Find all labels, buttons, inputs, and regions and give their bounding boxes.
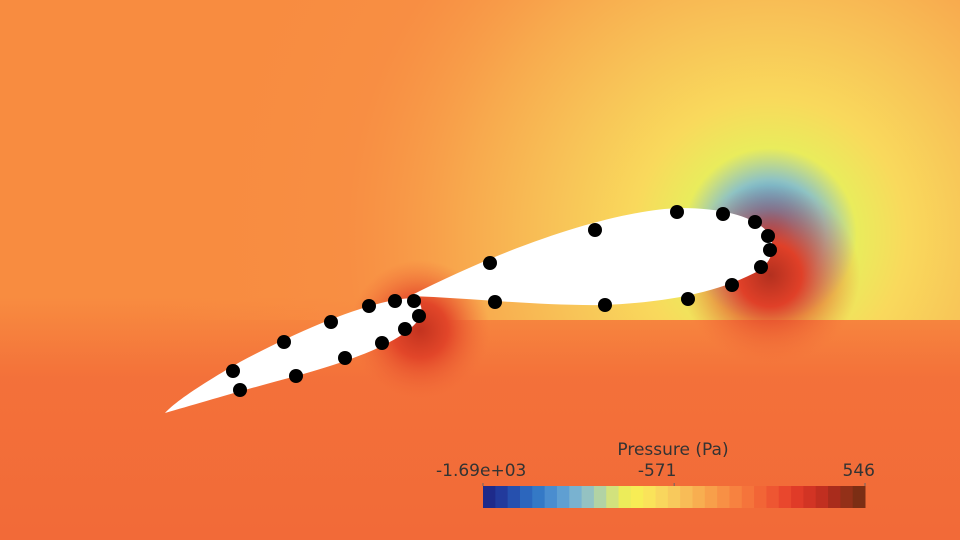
colorbar-segment <box>507 486 521 508</box>
colorbar-segment <box>680 486 693 508</box>
colorbar-segment <box>741 486 755 508</box>
colorbar-segment <box>630 486 644 508</box>
colorbar-segment <box>581 486 595 508</box>
flap <box>165 298 422 413</box>
colorbar-segment <box>815 486 829 508</box>
colorbar-segment <box>667 486 681 508</box>
main-airfoil <box>410 208 773 306</box>
colorbar-segment <box>840 486 854 508</box>
colorbar: Pressure (Pa) -1.69e+03 -571 546 <box>436 440 875 508</box>
colorbar-tick-label: -1.69e+03 <box>436 461 526 481</box>
colorbar-segment <box>606 486 620 508</box>
colorbar-segment <box>766 486 780 508</box>
probe-points <box>226 205 777 397</box>
colorbar-segment <box>717 486 730 508</box>
colorbar-segment <box>778 486 792 508</box>
colorbar-segment <box>593 486 607 508</box>
colorbar-segment <box>729 486 743 508</box>
colorbar-segment <box>495 486 509 508</box>
colorbar-segment <box>569 486 583 508</box>
colorbar-segment <box>791 486 804 508</box>
colorbar-segment <box>828 486 841 508</box>
colorbar-title: Pressure (Pa) <box>617 440 728 460</box>
colorbar-segment <box>519 486 533 508</box>
colorbar-segment <box>655 486 669 508</box>
colorbar-segment <box>643 486 657 508</box>
colorbar-segment <box>803 486 817 508</box>
colorbar-segment <box>692 486 706 508</box>
colorbar-segment <box>556 486 570 508</box>
colorbar-tick-label: -571 <box>638 461 677 481</box>
colorbar-segment <box>852 486 866 508</box>
colorbar-segment <box>704 486 718 508</box>
colorbar-segment <box>618 486 632 508</box>
colorbar-segment <box>754 486 767 508</box>
colorbar-segment <box>483 486 496 508</box>
colorbar-segment <box>532 486 546 508</box>
colorbar-segment <box>544 486 558 508</box>
colorbar-tick-label: 546 <box>843 461 875 481</box>
